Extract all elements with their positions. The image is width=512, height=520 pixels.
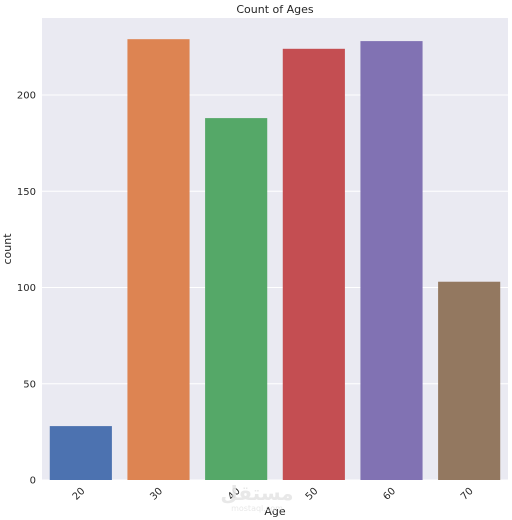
x-axis-label: Age [264,505,286,518]
y-tick-label-50: 50 [23,379,36,390]
y-tick-label-150: 150 [17,187,36,198]
bar-40 [205,118,268,480]
x-tick-label-70: 70 [459,486,476,503]
watermark-latin-text: mostaql.com [231,504,283,513]
y-tick-label-100: 100 [17,283,36,294]
bar-70 [438,281,501,480]
bar-50 [282,48,345,481]
x-tick-label-60: 60 [381,486,398,503]
y-axis-label: count [1,233,14,265]
x-tick-label-50: 50 [304,486,321,503]
gridlines [42,94,508,481]
y-tick-label-0: 0 [30,476,36,487]
watermark-arabic-text: مستقل [220,481,293,505]
bar-30 [127,39,190,481]
y-tick-labels: 0 50 100 150 200 [17,91,36,487]
y-tick-label-200: 200 [17,91,36,102]
x-tick-label-30: 30 [148,486,165,503]
bar-60 [360,41,423,480]
chart-title: Count of Ages [236,3,314,16]
bars [49,39,501,481]
bar-20 [49,426,112,480]
x-tick-label-20: 20 [71,486,88,503]
mostaql-watermark-logo: مستقل mostaql.com [220,481,293,513]
